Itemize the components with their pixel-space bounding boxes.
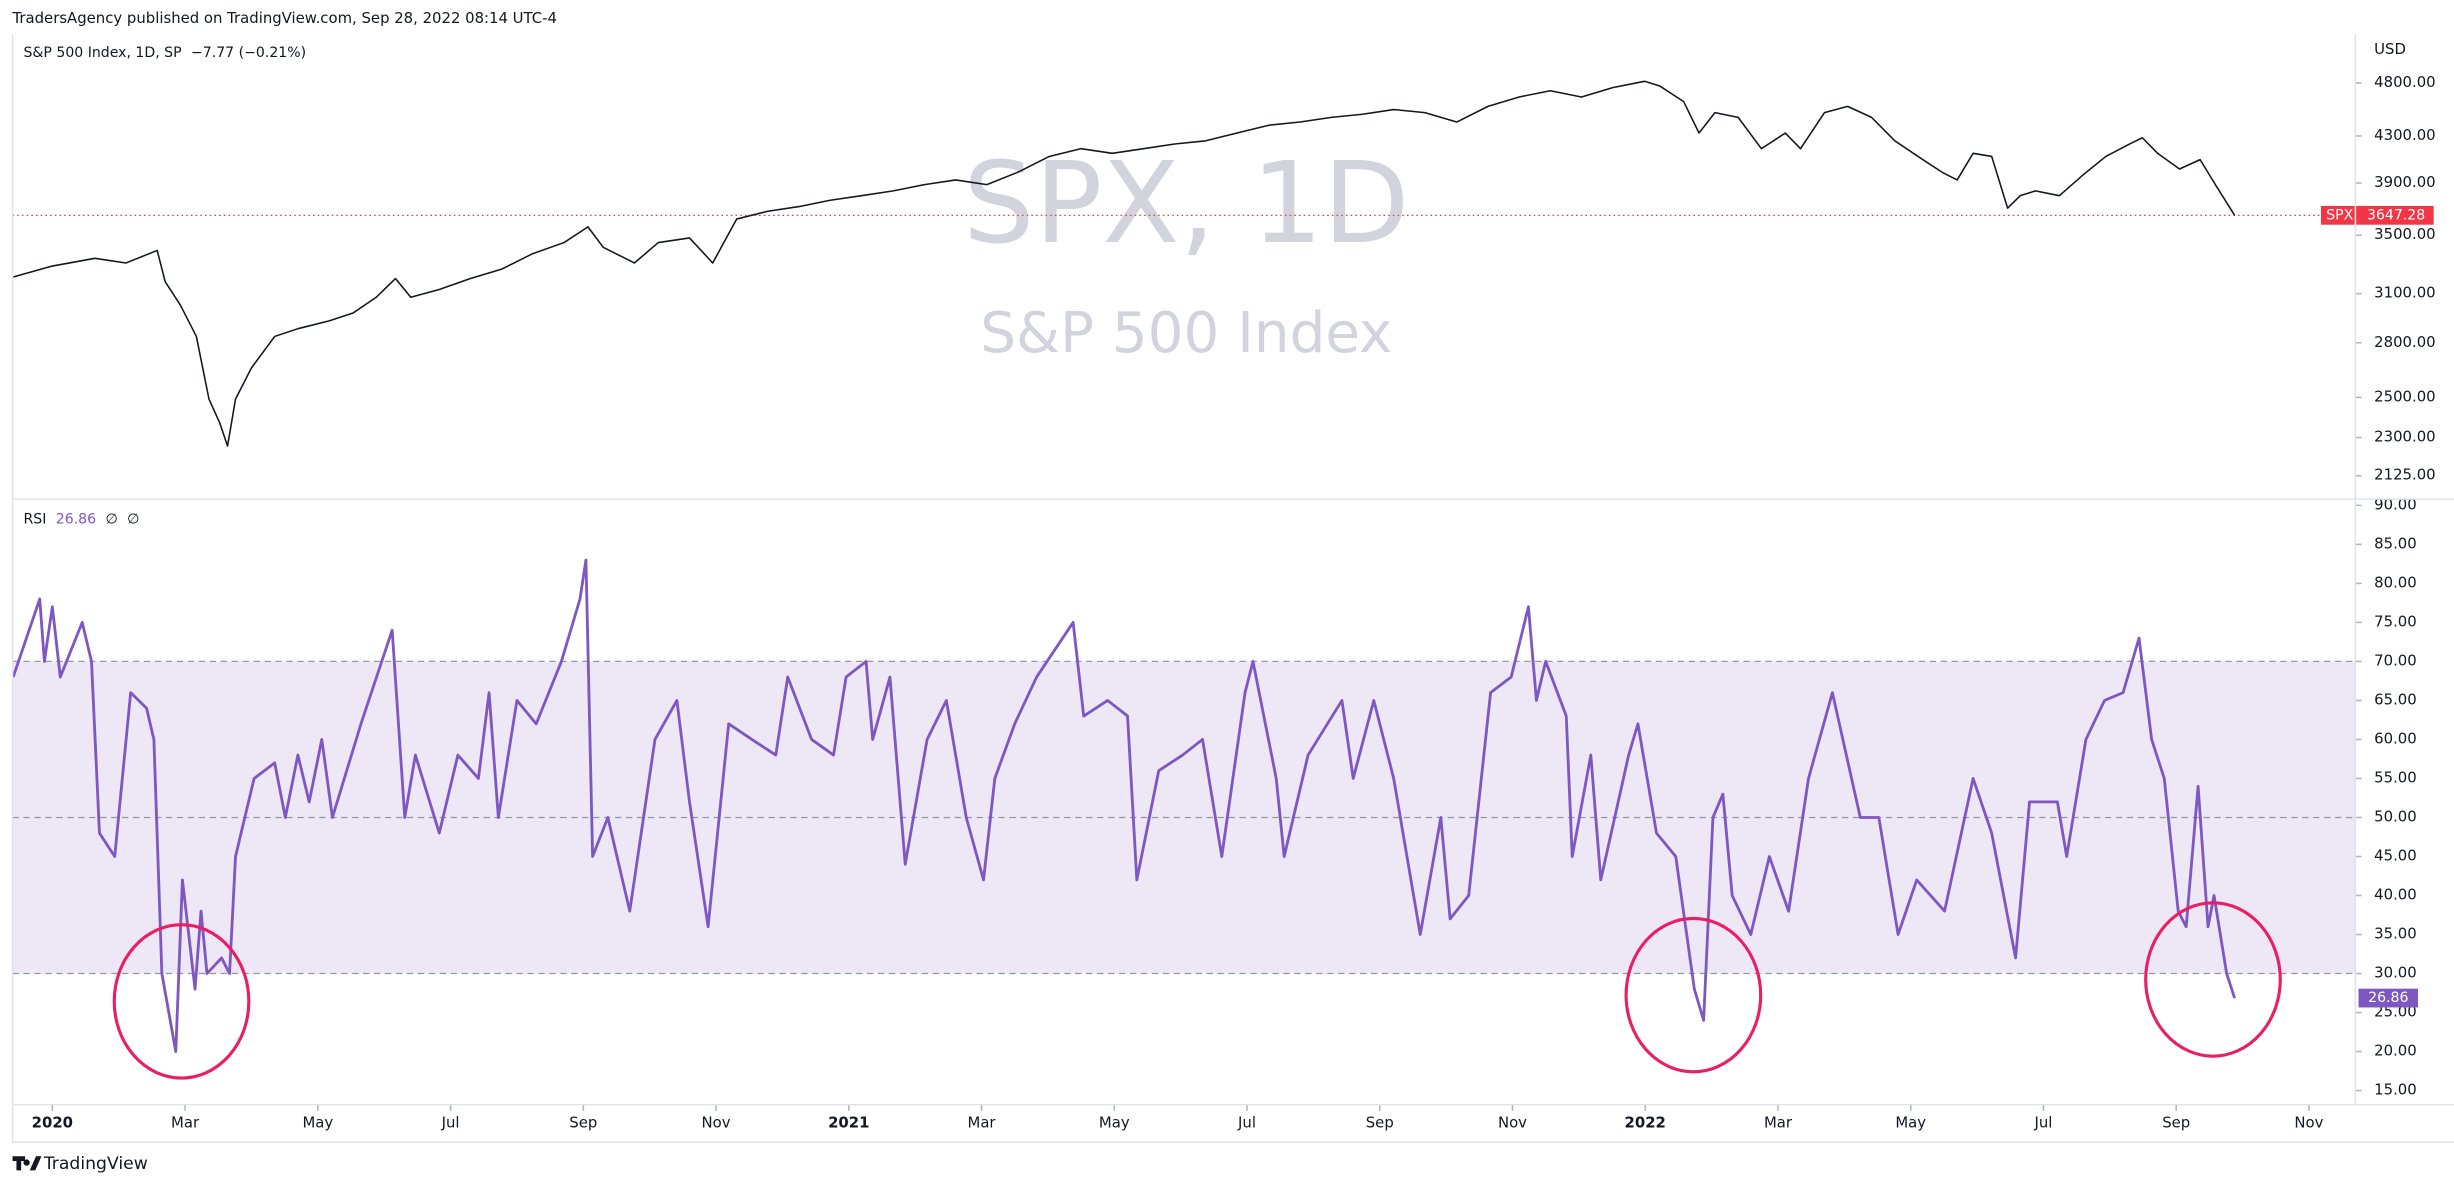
y-tick-label: 65.00 [2374,690,2417,708]
legend-name: RSI [23,511,46,527]
y-tick-label: 15.00 [2374,1081,2417,1099]
annotation-circle [1624,916,1763,1074]
y-tick-label: 3500.00 [2374,225,2435,243]
x-tick-label: May [1895,1113,1926,1131]
x-tick-label: 2022 [1625,1113,1666,1131]
y-tick-label: 80.00 [2374,573,2417,591]
y-tick-label: 2800.00 [2374,333,2435,351]
y-tick-label: 85.00 [2374,534,2417,552]
x-tick-label: Jul [1237,1113,1256,1131]
x-tick-label: Jul [441,1113,460,1131]
series-line [11,558,2236,1053]
y-tick-label: 3900.00 [2374,173,2435,191]
y-tick-label: 55.00 [2374,768,2417,786]
plot-layer: 2125.00 2300.00 2500.00 2800.00 3100.00 3500.… [11,45,2436,1131]
y-tick-label: 50.00 [2374,807,2417,825]
y-tick-label: 2300.00 [2374,428,2435,446]
y-tick-label: 30.00 [2374,964,2417,982]
publish-line: TradersAgency published on TradingView.c… [12,9,557,27]
x-tick-label: Sep [1366,1113,1394,1131]
x-tick-label: Sep [2162,1113,2190,1131]
y-tick-label: 20.00 [2374,1042,2417,1060]
legend-change: −7.77 (−0.21%) [191,45,306,61]
x-tick-label: Jul [2033,1113,2052,1131]
tv-logo [12,1156,42,1171]
y-tick-label: 4300.00 [2374,126,2435,144]
legend-value: 26.86 [56,511,96,527]
y-tick-label: 70.00 [2374,651,2417,669]
series-line [12,80,2236,447]
x-tick-label: 2021 [828,1113,869,1131]
y-tick-label: 60.00 [2374,729,2417,747]
currency-label: USD [2374,40,2406,58]
symbol-tag [2320,205,2359,225]
x-tick-label: Nov [2294,1113,2323,1131]
price-tag-label: 3647.28 [2367,207,2425,223]
x-tick-label: Mar [968,1113,997,1131]
y-tick-label: 4800.00 [2374,73,2435,91]
x-tick-label: Mar [1764,1113,1793,1131]
y-tick-label: 90.00 [2374,495,2417,513]
x-tick-label: Nov [702,1113,731,1131]
y-tick-label: 35.00 [2374,925,2417,943]
logo-mark [12,1156,42,1171]
watermark-text: SPX, 1D [963,137,1410,269]
symbol-tag-label: SPX [2326,207,2353,223]
price-tag [2358,205,2434,225]
x-tick-label: May [302,1113,333,1131]
legend-extra: ∅ [127,511,139,527]
x-tick-label: 2020 [32,1113,73,1131]
x-tick-label: May [1099,1113,1130,1131]
y-tick-label: 2125.00 [2374,466,2435,484]
x-tick-label: Mar [171,1113,200,1131]
footer-brand: TradingView [43,1154,148,1174]
y-tick-label: 40.00 [2374,886,2417,904]
legend-extra: ∅ [105,511,117,527]
legend-name: S&P 500 Index, 1D, SP [23,45,182,61]
y-tick-label: 3100.00 [2374,284,2435,302]
y-tick-label: 75.00 [2374,612,2417,630]
y-tick-label: 45.00 [2374,847,2417,865]
annotation-circle [2144,901,2282,1058]
x-tick-label: Nov [1498,1113,1527,1131]
current-value-tag [2358,988,2419,1008]
watermark-text: S&P 500 Index [980,301,1392,366]
annotation-circle [112,923,251,1080]
x-tick-label: Sep [569,1113,597,1131]
watermark-layer: SPX, 1D S&P 500 Index [963,137,1410,366]
current-value-label: 26.86 [2368,990,2408,1006]
y-tick-label: 2500.00 [2374,387,2435,405]
